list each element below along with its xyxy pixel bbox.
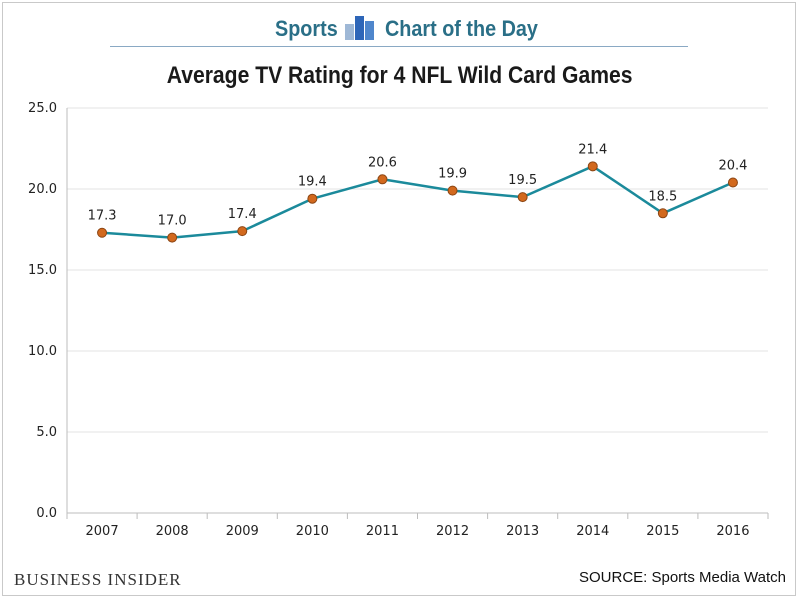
x-tick-label: 2011	[366, 524, 399, 539]
x-tick-label: 2014	[576, 524, 609, 539]
data-label: 17.3	[88, 209, 117, 224]
header-banner: Sports Chart of the Day	[0, 10, 800, 50]
series-line	[101, 165, 734, 239]
data-point	[237, 226, 248, 237]
data-point	[727, 177, 738, 188]
data-point	[587, 161, 598, 172]
data-point	[307, 193, 318, 204]
data-label: 20.6	[368, 155, 397, 170]
data-label: 20.4	[718, 159, 747, 174]
data-point	[97, 227, 108, 238]
data-label: 21.4	[578, 142, 607, 157]
data-point	[167, 232, 178, 243]
y-tick-label: 15.0	[28, 263, 57, 278]
data-label: 19.4	[298, 175, 327, 190]
data-label: 17.0	[158, 214, 187, 229]
x-tick-label: 2010	[296, 524, 329, 539]
header-divider	[110, 46, 688, 47]
bar-chart-icon	[345, 16, 375, 45]
data-point	[377, 174, 388, 185]
data-point	[447, 185, 458, 196]
y-axis-ticks: 0.0 5.0 10.0 15.0 20.0 25.0	[28, 101, 57, 521]
data-label: 19.5	[508, 173, 537, 188]
x-tick-label: 2016	[716, 524, 749, 539]
business-insider-logo: BUSINESS INSIDER	[14, 570, 182, 589]
data-labels: 17.3 17.0 17.4 19.4 20.6 19.9 19.5 21.4 18.5 20.4	[88, 142, 748, 228]
x-tick-label: 2008	[156, 524, 189, 539]
data-label: 19.9	[438, 167, 467, 182]
data-label: 18.5	[648, 189, 677, 204]
series-group	[97, 161, 738, 243]
y-tick-label: 10.0	[28, 344, 57, 359]
source-note: SOURCE: Sports Media Watch	[578, 569, 786, 586]
data-point	[517, 192, 528, 203]
header-sports-label: Sports	[275, 16, 338, 41]
x-tick-label: 2012	[436, 524, 469, 539]
chart-title: Average TV Rating for 4 NFL Wild Card Ga…	[167, 62, 633, 89]
grid-lines	[67, 107, 768, 433]
y-tick-label: 20.0	[28, 182, 57, 197]
y-tick-label: 5.0	[36, 425, 57, 440]
data-point	[657, 208, 668, 219]
axes	[66, 108, 769, 519]
x-tick-label: 2015	[646, 524, 679, 539]
x-tick-label: 2009	[226, 524, 259, 539]
y-tick-label: 0.0	[36, 506, 57, 521]
data-label: 17.4	[228, 207, 257, 222]
x-tick-label: 2007	[86, 524, 119, 539]
header-chart-of-the-day-label: Chart of the Day	[385, 16, 538, 41]
x-tick-label: 2013	[506, 524, 539, 539]
x-axis-ticks: 2007 2008 2009 2010 2011 2012 2013 2014 2015 2016	[86, 524, 750, 539]
y-tick-label: 25.0	[28, 101, 57, 116]
